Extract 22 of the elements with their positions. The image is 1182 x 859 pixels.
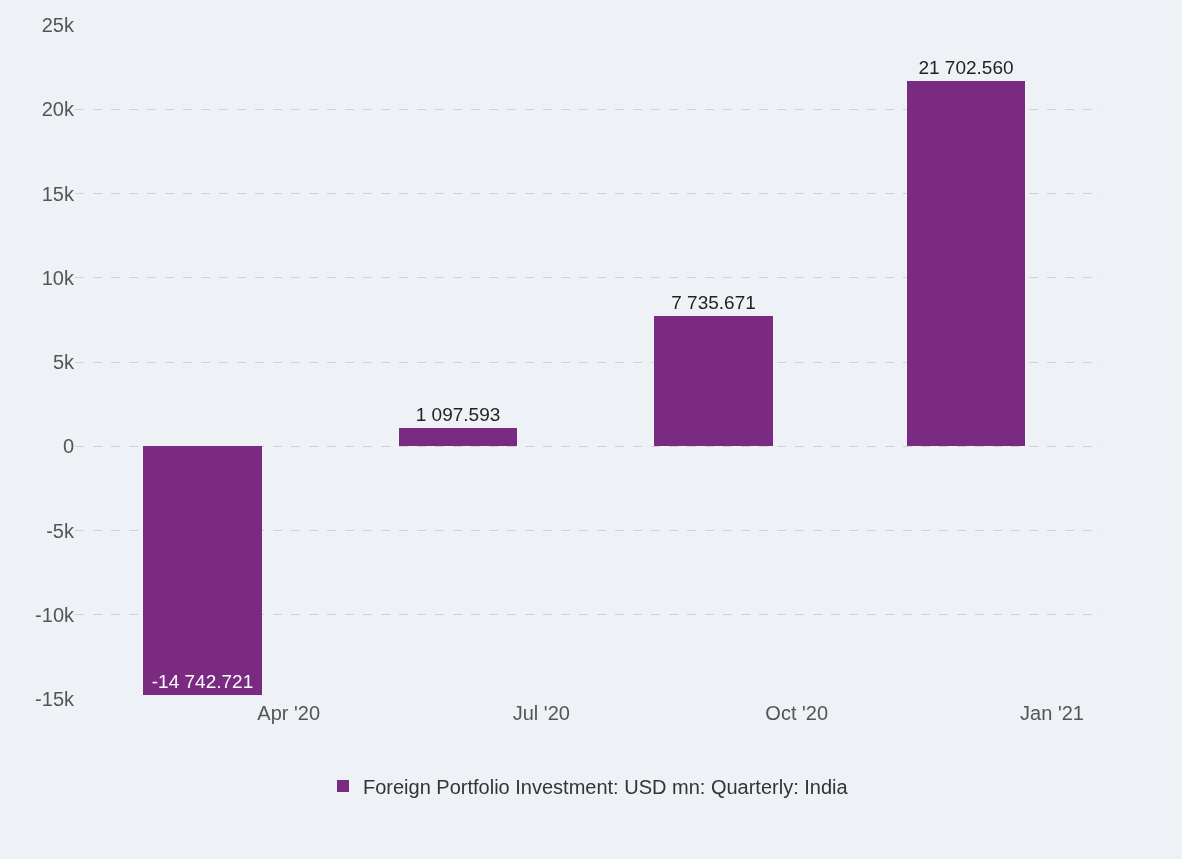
- bar: [143, 446, 262, 695]
- y-tick-label: 5k: [52, 351, 75, 373]
- y-tick-label: 25k: [41, 14, 75, 36]
- y-tick-label: 10k: [41, 266, 75, 289]
- data-label: -14 742.721: [151, 671, 254, 692]
- legend-label: Foreign Portfolio Investment: USD mn: Quarterly: India: [363, 775, 849, 798]
- x-tick-label: Apr '20: [257, 702, 321, 724]
- data-label: 1 097.593: [415, 404, 501, 425]
- x-tick-label: Jul '20: [512, 702, 570, 724]
- bar: [399, 428, 517, 446]
- y-tick-label: 20k: [41, 98, 75, 121]
- x-tick-label: Jan '21: [1020, 702, 1084, 724]
- bar: [907, 81, 1025, 446]
- data-label: 21 702.560: [918, 57, 1014, 78]
- x-tick-label: Oct '20: [765, 702, 829, 724]
- bar: [654, 316, 773, 446]
- y-tick-label: -15k: [35, 688, 75, 710]
- y-tick-label: -5k: [46, 519, 75, 542]
- y-tick-label: 0: [62, 435, 74, 458]
- y-tick-label: -10k: [35, 603, 75, 626]
- y-tick-label: 15k: [41, 182, 75, 205]
- data-label: 7 735.671: [671, 292, 756, 313]
